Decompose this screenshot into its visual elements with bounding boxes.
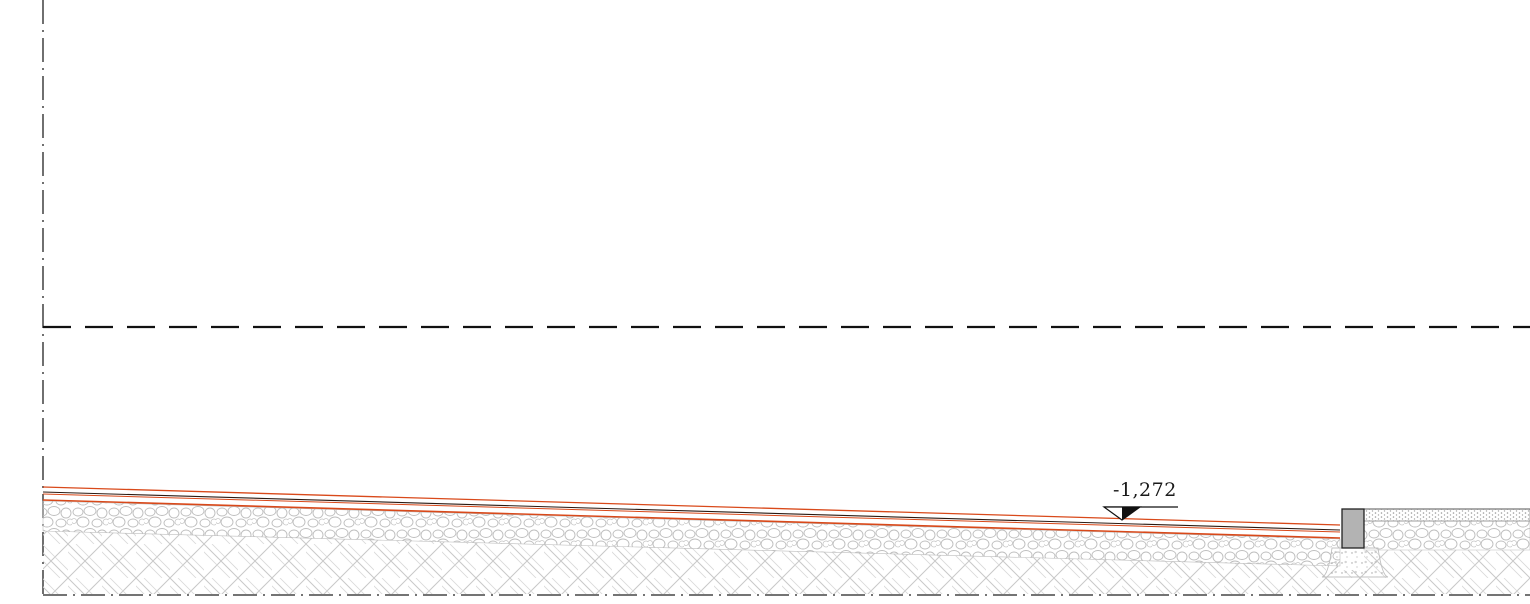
soil-layer	[43, 531, 1530, 594]
elevation-label: -1,272	[1113, 479, 1177, 501]
curb-foundation	[1321, 547, 1389, 578]
soil-right-gap	[1364, 550, 1530, 570]
elevation-marker: -1,272	[1102, 479, 1178, 521]
curb-stone	[1341, 508, 1365, 549]
gravel-base-right	[1363, 520, 1530, 551]
right-paving-strip	[1363, 508, 1530, 522]
elevation-triangle-fill-icon	[1122, 507, 1140, 520]
